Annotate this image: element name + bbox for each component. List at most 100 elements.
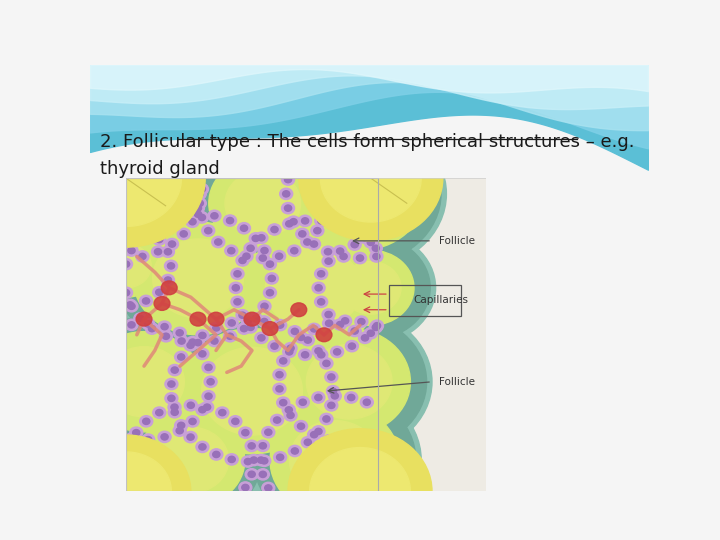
Circle shape: [358, 439, 365, 445]
Circle shape: [255, 332, 268, 343]
Circle shape: [225, 454, 238, 465]
Circle shape: [247, 324, 254, 330]
Circle shape: [165, 393, 178, 404]
Circle shape: [320, 186, 328, 192]
Circle shape: [132, 484, 140, 491]
Circle shape: [178, 422, 185, 429]
Circle shape: [361, 235, 369, 241]
Circle shape: [325, 258, 332, 264]
Circle shape: [70, 318, 218, 446]
Circle shape: [223, 330, 236, 342]
Circle shape: [276, 253, 283, 259]
Circle shape: [160, 330, 173, 342]
Circle shape: [196, 191, 204, 197]
Circle shape: [228, 320, 235, 326]
Circle shape: [47, 109, 205, 247]
Text: thyroid gland: thyroid gland: [100, 160, 220, 178]
Circle shape: [297, 423, 305, 429]
Circle shape: [40, 119, 212, 269]
Circle shape: [163, 218, 170, 224]
Circle shape: [306, 232, 436, 344]
Circle shape: [212, 325, 220, 331]
Circle shape: [255, 232, 268, 244]
Circle shape: [244, 312, 260, 326]
Circle shape: [125, 301, 138, 312]
Circle shape: [193, 188, 207, 199]
Circle shape: [328, 390, 341, 402]
Circle shape: [175, 420, 188, 431]
Circle shape: [124, 221, 137, 233]
Circle shape: [186, 416, 199, 427]
Circle shape: [140, 416, 153, 427]
Circle shape: [194, 340, 202, 346]
Circle shape: [282, 404, 295, 415]
Circle shape: [230, 282, 242, 293]
Circle shape: [310, 431, 318, 438]
Circle shape: [261, 247, 268, 254]
Circle shape: [291, 248, 298, 254]
Circle shape: [228, 248, 235, 254]
Circle shape: [364, 328, 377, 339]
Circle shape: [127, 224, 134, 230]
Circle shape: [134, 233, 147, 244]
Circle shape: [315, 268, 328, 279]
Circle shape: [202, 362, 215, 373]
Circle shape: [81, 452, 171, 531]
Circle shape: [271, 343, 278, 349]
Circle shape: [348, 239, 361, 250]
Circle shape: [175, 335, 188, 347]
Circle shape: [310, 326, 318, 332]
Circle shape: [302, 352, 309, 358]
Circle shape: [327, 386, 340, 397]
Text: 2. Follicular type : The cells form spherical structures – e.g.: 2. Follicular type : The cells form sphe…: [100, 133, 634, 151]
Circle shape: [331, 393, 338, 399]
Circle shape: [318, 218, 325, 224]
Circle shape: [276, 372, 283, 378]
Circle shape: [284, 177, 292, 183]
Circle shape: [291, 303, 307, 316]
Circle shape: [208, 312, 224, 326]
Circle shape: [299, 231, 306, 237]
Circle shape: [268, 275, 276, 281]
Circle shape: [249, 233, 262, 244]
Circle shape: [323, 360, 330, 367]
Circle shape: [337, 251, 350, 262]
Circle shape: [205, 364, 212, 370]
Circle shape: [161, 281, 177, 295]
Circle shape: [158, 321, 171, 332]
Circle shape: [374, 435, 381, 441]
Circle shape: [367, 239, 374, 246]
Circle shape: [115, 394, 266, 526]
Circle shape: [120, 287, 132, 298]
Circle shape: [201, 402, 214, 413]
Circle shape: [288, 328, 410, 435]
Circle shape: [171, 409, 179, 415]
Circle shape: [289, 421, 380, 500]
Circle shape: [364, 237, 377, 248]
Circle shape: [178, 354, 185, 360]
Circle shape: [348, 394, 355, 401]
Circle shape: [210, 449, 222, 460]
Circle shape: [341, 318, 348, 324]
Circle shape: [195, 184, 208, 195]
Circle shape: [256, 440, 269, 451]
Circle shape: [328, 374, 335, 380]
Circle shape: [186, 216, 199, 227]
Circle shape: [286, 349, 293, 355]
Circle shape: [304, 239, 311, 245]
Circle shape: [196, 348, 209, 360]
Circle shape: [258, 245, 271, 256]
Circle shape: [333, 319, 346, 330]
Circle shape: [156, 289, 163, 295]
Circle shape: [265, 273, 279, 284]
Circle shape: [130, 482, 143, 493]
Circle shape: [242, 484, 249, 491]
Circle shape: [196, 330, 209, 341]
Circle shape: [363, 399, 370, 406]
Circle shape: [251, 457, 258, 463]
Circle shape: [266, 246, 361, 329]
Circle shape: [125, 433, 138, 444]
Circle shape: [359, 332, 372, 343]
Circle shape: [161, 274, 174, 286]
Circle shape: [193, 198, 207, 209]
